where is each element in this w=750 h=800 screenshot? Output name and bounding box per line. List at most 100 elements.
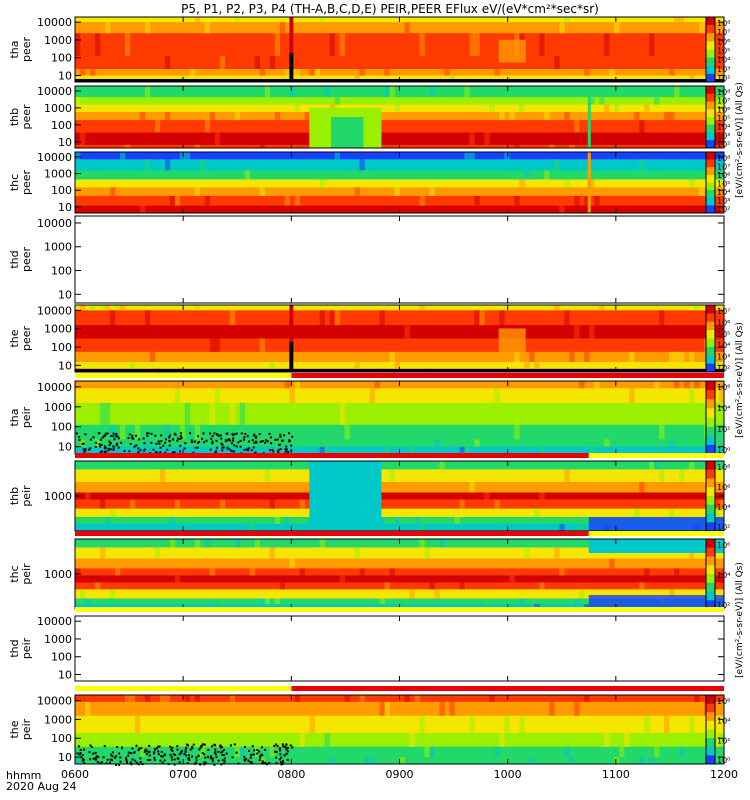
speckle	[252, 434, 255, 437]
heat-texture	[534, 508, 540, 517]
heat-texture	[289, 388, 295, 403]
speckle	[179, 434, 182, 437]
speckle	[229, 439, 232, 442]
flag-bar-segment	[75, 607, 724, 612]
speckle	[137, 447, 140, 450]
heat-texture	[334, 97, 340, 105]
heat-texture	[659, 310, 665, 326]
heat-texture	[79, 305, 86, 311]
speckle	[171, 746, 174, 749]
heat-texture	[124, 695, 131, 702]
heat-band	[75, 195, 724, 207]
colorbar-segment	[706, 712, 715, 722]
heat-texture	[209, 402, 216, 425]
heat-texture	[79, 439, 86, 447]
heat-texture	[474, 439, 480, 447]
speckle	[259, 755, 262, 758]
heat-band	[75, 469, 724, 483]
x-axis-label: 2020 Aug 24	[6, 780, 76, 793]
heat-band	[75, 69, 724, 76]
speckle	[184, 748, 187, 751]
heat-texture	[679, 351, 685, 362]
data-spike	[289, 17, 294, 53]
heat-texture	[99, 547, 106, 559]
speckle	[144, 748, 147, 751]
speckle	[176, 439, 179, 442]
speckle	[79, 748, 82, 751]
colorbar-segment	[706, 182, 715, 191]
speckle	[104, 446, 107, 449]
speckle	[214, 753, 217, 756]
speckle	[170, 748, 173, 751]
heat-texture	[689, 715, 695, 733]
heat-texture	[599, 305, 605, 311]
speckle	[268, 432, 271, 435]
speckle	[199, 747, 202, 750]
heat-texture	[604, 732, 610, 747]
heat-texture	[389, 351, 395, 362]
speckle	[97, 756, 100, 759]
heat-texture	[394, 104, 400, 113]
heat-texture	[104, 402, 111, 425]
heat-texture	[589, 97, 595, 105]
heat-texture	[304, 112, 310, 121]
speckle	[225, 432, 228, 435]
speckle	[203, 743, 206, 746]
heat-texture	[214, 388, 221, 403]
speckle	[149, 451, 152, 454]
heat-texture	[629, 388, 635, 403]
heat-texture	[544, 170, 550, 180]
speckle	[240, 432, 243, 435]
heat-texture	[484, 604, 490, 609]
speckle	[123, 450, 126, 453]
panel-thb-peir: 1000 thb peir 10⁸ 10⁶ 10⁴ 10²	[8, 460, 730, 532]
colorbar-segment	[706, 17, 715, 26]
heat-texture	[179, 75, 186, 80]
colorbar-segment	[706, 720, 715, 730]
heat-texture	[669, 112, 675, 121]
y-tick-label: 100	[51, 421, 72, 434]
speckle	[160, 434, 163, 437]
speckle	[230, 449, 233, 452]
speckle	[82, 449, 85, 452]
panel-tha-peir: 10 100 1000 10000 tha peir 10⁶ 10⁴ 10² 10⁰	[8, 380, 730, 456]
speckle	[195, 759, 198, 762]
speckle	[190, 439, 193, 442]
heat-texture	[339, 402, 345, 425]
speckle	[280, 756, 283, 759]
heat-texture	[459, 446, 465, 454]
heat-texture	[514, 351, 520, 362]
speckle	[281, 759, 284, 762]
speckle	[214, 748, 217, 751]
speckle	[200, 744, 203, 747]
heat-texture	[354, 361, 360, 369]
y-tick-label: 10	[58, 288, 72, 301]
speckle	[117, 446, 120, 449]
heat-texture	[139, 112, 146, 121]
speckle	[251, 439, 254, 442]
heat-texture	[514, 424, 520, 440]
heat-texture	[604, 104, 610, 113]
heat-texture	[474, 195, 480, 206]
speckle	[232, 437, 235, 440]
speckle	[145, 749, 148, 752]
x-tick-label: 1000	[494, 768, 522, 781]
colorbar-segment	[706, 695, 715, 705]
speckle	[129, 442, 132, 445]
speckle	[258, 750, 261, 753]
speckle	[290, 444, 293, 447]
heat-texture	[474, 310, 480, 326]
speckle	[115, 432, 118, 435]
heat-band	[75, 132, 724, 146]
speckle	[114, 756, 117, 759]
heat-texture	[294, 104, 300, 113]
heat-texture	[299, 499, 305, 509]
data-gap	[289, 341, 294, 372]
heat-texture	[119, 424, 126, 440]
heat-texture	[129, 695, 136, 702]
flux-dip	[498, 328, 526, 352]
colorbar-segment	[706, 167, 715, 176]
heat-band	[75, 701, 724, 717]
speckle	[129, 752, 132, 755]
speckle	[155, 442, 158, 445]
